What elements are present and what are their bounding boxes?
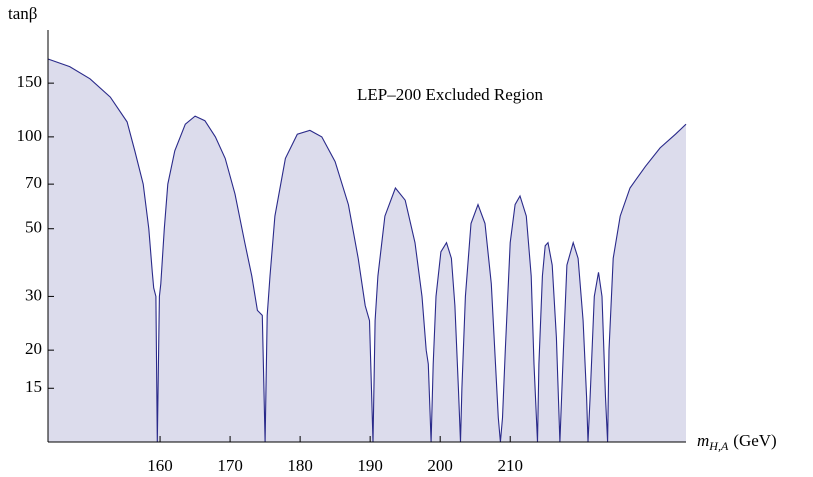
x-axis-label-sub: H,A	[708, 439, 729, 453]
x-tick-label: 180	[287, 456, 313, 475]
y-tick-label: 70	[25, 173, 42, 192]
x-tick-label: 200	[427, 456, 453, 475]
x-axis-label: mH,A (GeV)	[697, 431, 777, 453]
y-tick-label: 50	[25, 218, 42, 237]
y-axis-label: tanβ	[8, 4, 37, 23]
area	[48, 59, 686, 442]
x-tick-label: 160	[147, 456, 173, 475]
y-tick-label: 15	[25, 377, 42, 396]
x-tick-label: 170	[217, 456, 243, 475]
x-axis-label-unit: (GeV)	[733, 431, 776, 450]
plot: 160 170 180 190 200 210 15 20 30 50 70 100 150	[17, 30, 687, 475]
y-tick-label: 100	[17, 126, 43, 145]
annotation: LEP–200 Excluded Region	[357, 85, 544, 104]
line	[47, 58, 687, 443]
x-tick-label: 190	[357, 456, 383, 475]
y-tick-label: 20	[25, 339, 42, 358]
x-tick-label: 210	[497, 456, 523, 475]
y-tick-label: 30	[25, 285, 42, 304]
y-tick-label: 150	[17, 72, 43, 91]
x-axis-label-main: m	[697, 431, 709, 450]
